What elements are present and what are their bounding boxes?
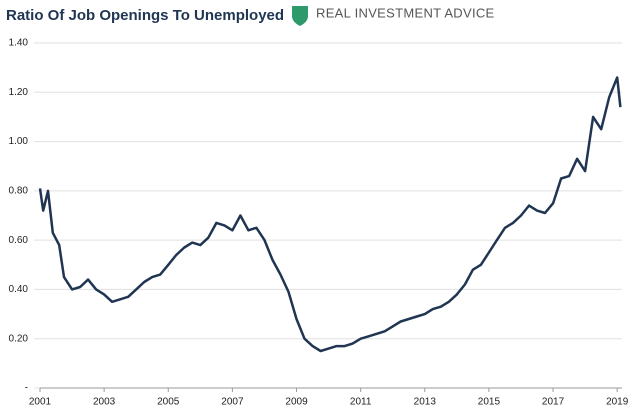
y-tick-label: 1.00 <box>9 136 29 147</box>
x-tick-label: 2005 <box>157 397 180 408</box>
data-line <box>38 76 622 353</box>
logo-icon <box>292 6 308 26</box>
brand-logo: REAL INVESTMENT ADVICE <box>292 5 495 26</box>
x-tick-label: 2011 <box>350 397 372 408</box>
x-tick-label: 2019 <box>606 397 629 408</box>
y-tick-label: 0.40 <box>9 284 29 295</box>
y-tick-label: 0.60 <box>9 235 29 246</box>
x-tick-label: 2015 <box>478 397 501 408</box>
y-tick-label: 1.40 <box>9 38 29 49</box>
y-tick-label: - <box>25 383 28 394</box>
y-tick-label: 0.80 <box>9 185 29 196</box>
x-tick-label: 2007 <box>221 397 244 408</box>
x-tick-label: 2009 <box>285 397 308 408</box>
y-tick-label: 0.20 <box>9 333 29 344</box>
x-tick-label: 2003 <box>93 397 116 408</box>
x-tick-label: 2001 <box>29 397 52 408</box>
x-tick-label: 2013 <box>414 397 437 408</box>
y-tick-label: 1.20 <box>9 87 29 98</box>
brand-name: REAL INVESTMENT ADVICE <box>316 5 495 20</box>
chart-title: Ratio Of Job Openings To Unemployed <box>6 7 284 24</box>
x-tick-label: 2017 <box>542 397 565 408</box>
